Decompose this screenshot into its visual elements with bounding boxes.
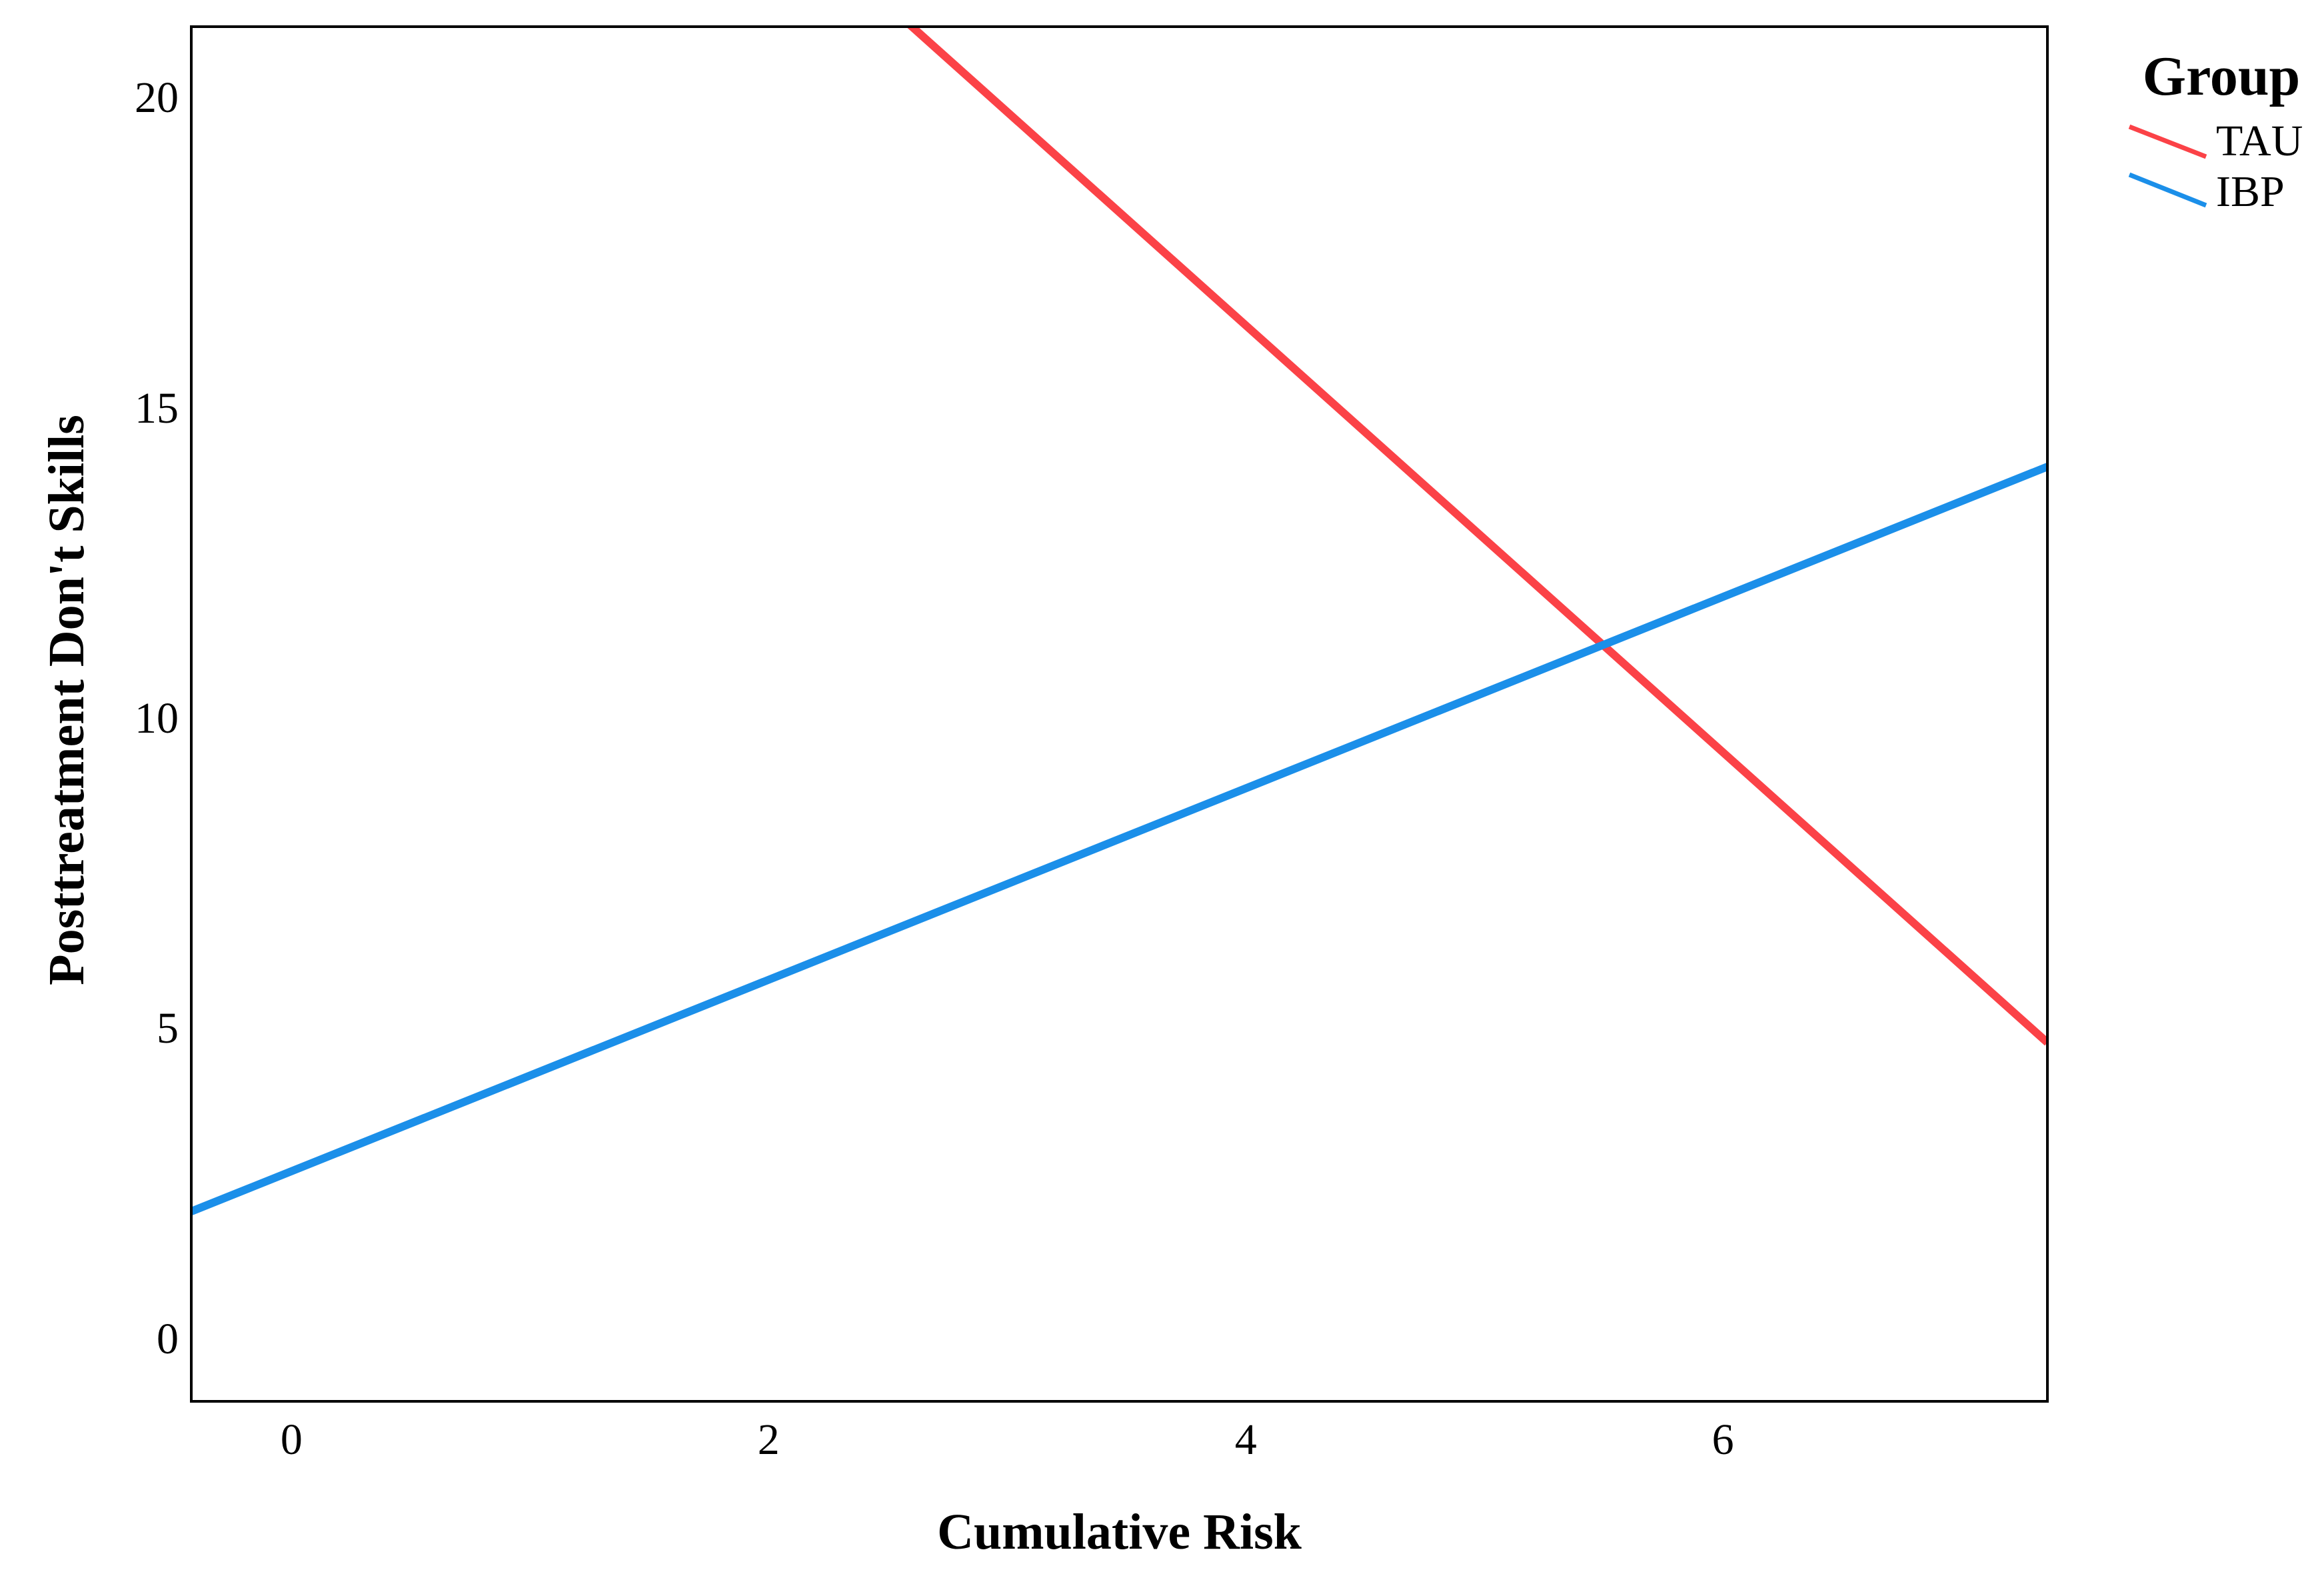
y-tick-label: 0 [157,1314,179,1363]
x-tick-label: 6 [1712,1415,1734,1464]
y-tick-label: 5 [157,1004,179,1053]
legend-label-ibp: IBP [2216,167,2285,216]
series-line-tau [906,27,2047,1046]
y-tick-label: 15 [135,383,179,433]
ibp-key-line [2128,172,2207,208]
x-tick-label: 2 [757,1415,780,1464]
legend-key-tau [2128,124,2207,159]
y-tick-label: 10 [135,693,179,743]
panel-border [190,25,2049,1403]
x-tick-label: 0 [280,1415,303,1464]
tau-key-line [2128,124,2207,159]
y-axis-title: Posttreatment Don't Skills [39,415,95,985]
x-tick-label: 4 [1234,1415,1257,1464]
x-axis-title: Cumulative Risk [937,1504,1302,1560]
legend-key-ibp [2128,172,2207,208]
y-tick-label: 20 [135,73,179,123]
legend-title: Group [2142,45,2301,107]
series-line-ibp [191,463,2047,1215]
legend-label-tau: TAU [2216,117,2303,165]
